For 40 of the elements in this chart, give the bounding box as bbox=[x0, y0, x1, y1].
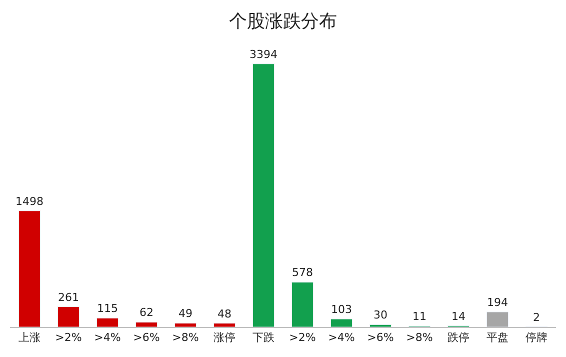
bar bbox=[252, 64, 274, 327]
data-label: 103 bbox=[331, 303, 352, 316]
data-label: 3394 bbox=[249, 48, 278, 61]
bar bbox=[214, 323, 236, 327]
bar bbox=[370, 324, 392, 327]
bar bbox=[18, 210, 40, 327]
x-tick-label: >2% bbox=[289, 331, 316, 344]
data-label: 578 bbox=[292, 266, 313, 280]
data-label: 2 bbox=[533, 310, 540, 324]
x-tick-label: >4% bbox=[94, 331, 121, 344]
bar bbox=[136, 322, 158, 327]
x-tick-label: 停牌 bbox=[526, 331, 548, 344]
x-tick-label: >2% bbox=[55, 331, 82, 344]
data-label: 30 bbox=[374, 308, 388, 322]
bar bbox=[96, 318, 118, 327]
x-tick-label: 平盘 bbox=[486, 331, 508, 344]
bar bbox=[292, 282, 314, 327]
bar bbox=[174, 322, 196, 327]
x-tick-label: 下跌 bbox=[252, 331, 274, 344]
x-tick-label: 涨停 bbox=[214, 331, 236, 344]
data-label: 194 bbox=[487, 296, 508, 309]
bar bbox=[58, 306, 80, 327]
data-label: 261 bbox=[58, 290, 79, 304]
x-tick-label: >6% bbox=[367, 331, 394, 344]
bar bbox=[486, 312, 508, 327]
data-label: 48 bbox=[217, 307, 232, 320]
x-tick-label: 上涨 bbox=[18, 331, 40, 344]
chart-title: 个股涨跌分布 bbox=[229, 10, 337, 32]
data-label: 11 bbox=[412, 310, 427, 324]
data-label: 49 bbox=[178, 307, 193, 320]
data-label: 1498 bbox=[16, 194, 44, 208]
data-label: 14 bbox=[452, 310, 466, 323]
data-label: 62 bbox=[140, 306, 154, 320]
x-tick-label: >8% bbox=[406, 331, 433, 344]
x-tick-label: >8% bbox=[172, 331, 199, 344]
data-label: 115 bbox=[97, 302, 118, 316]
x-tick-label: >4% bbox=[328, 331, 355, 344]
bar bbox=[330, 318, 352, 327]
x-tick-label: >6% bbox=[133, 331, 160, 344]
x-tick-label: 跌停 bbox=[448, 331, 470, 344]
